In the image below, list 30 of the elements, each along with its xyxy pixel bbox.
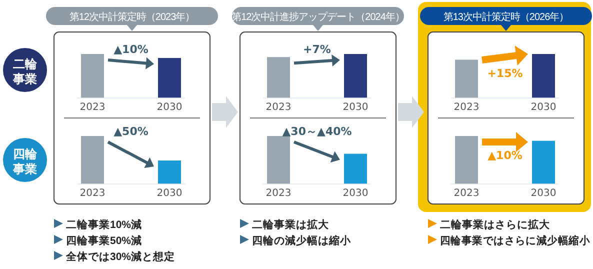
x-tick-label: 2030: [156, 102, 182, 113]
annotation: ▲10%: [488, 149, 522, 162]
text: 四輪事業: [12, 147, 38, 176]
text: 二輪事業10%減: [66, 218, 142, 231]
x-tick-label: 2023: [266, 102, 292, 113]
x-tick-label: 2030: [342, 188, 368, 199]
x-tick-label: 2023: [80, 102, 106, 113]
x-tick-label: 2030: [156, 188, 182, 199]
annotation: ▲30～▲40%: [282, 125, 352, 138]
annotation: +15%: [487, 67, 523, 80]
chart-title: 第12次中計進捗アップデート（2024年）: [232, 11, 404, 23]
text: 全体では30%減と想定: [65, 250, 176, 263]
annotation: ▲10%: [114, 43, 148, 56]
text: 二輪事業はさらに拡大: [440, 218, 551, 231]
x-tick-label: 2023: [80, 188, 106, 199]
text: 四輪事業50%減: [66, 234, 142, 247]
x-tick-label: 2023: [266, 188, 292, 199]
chart-title: 第12次中計策定時（2023年）: [69, 11, 195, 23]
text: 四輪事業ではさらに減少幅縮小: [440, 234, 593, 247]
x-tick-label: 2023: [454, 188, 480, 199]
text: 四輪の減少幅は縮小: [252, 234, 352, 247]
x-tick-label: 2030: [342, 102, 368, 113]
annotation: ▲50%: [114, 125, 148, 138]
x-tick-label: 2030: [530, 188, 556, 199]
x-tick-label: 2023: [454, 102, 480, 113]
x-tick-label: 2030: [530, 102, 556, 113]
annotation: +7%: [303, 43, 331, 56]
chart-title: 第13次中計策定時（2026年）: [443, 11, 569, 23]
text: 二輪事業は拡大: [252, 218, 330, 231]
text: 二輪事業: [12, 57, 38, 86]
